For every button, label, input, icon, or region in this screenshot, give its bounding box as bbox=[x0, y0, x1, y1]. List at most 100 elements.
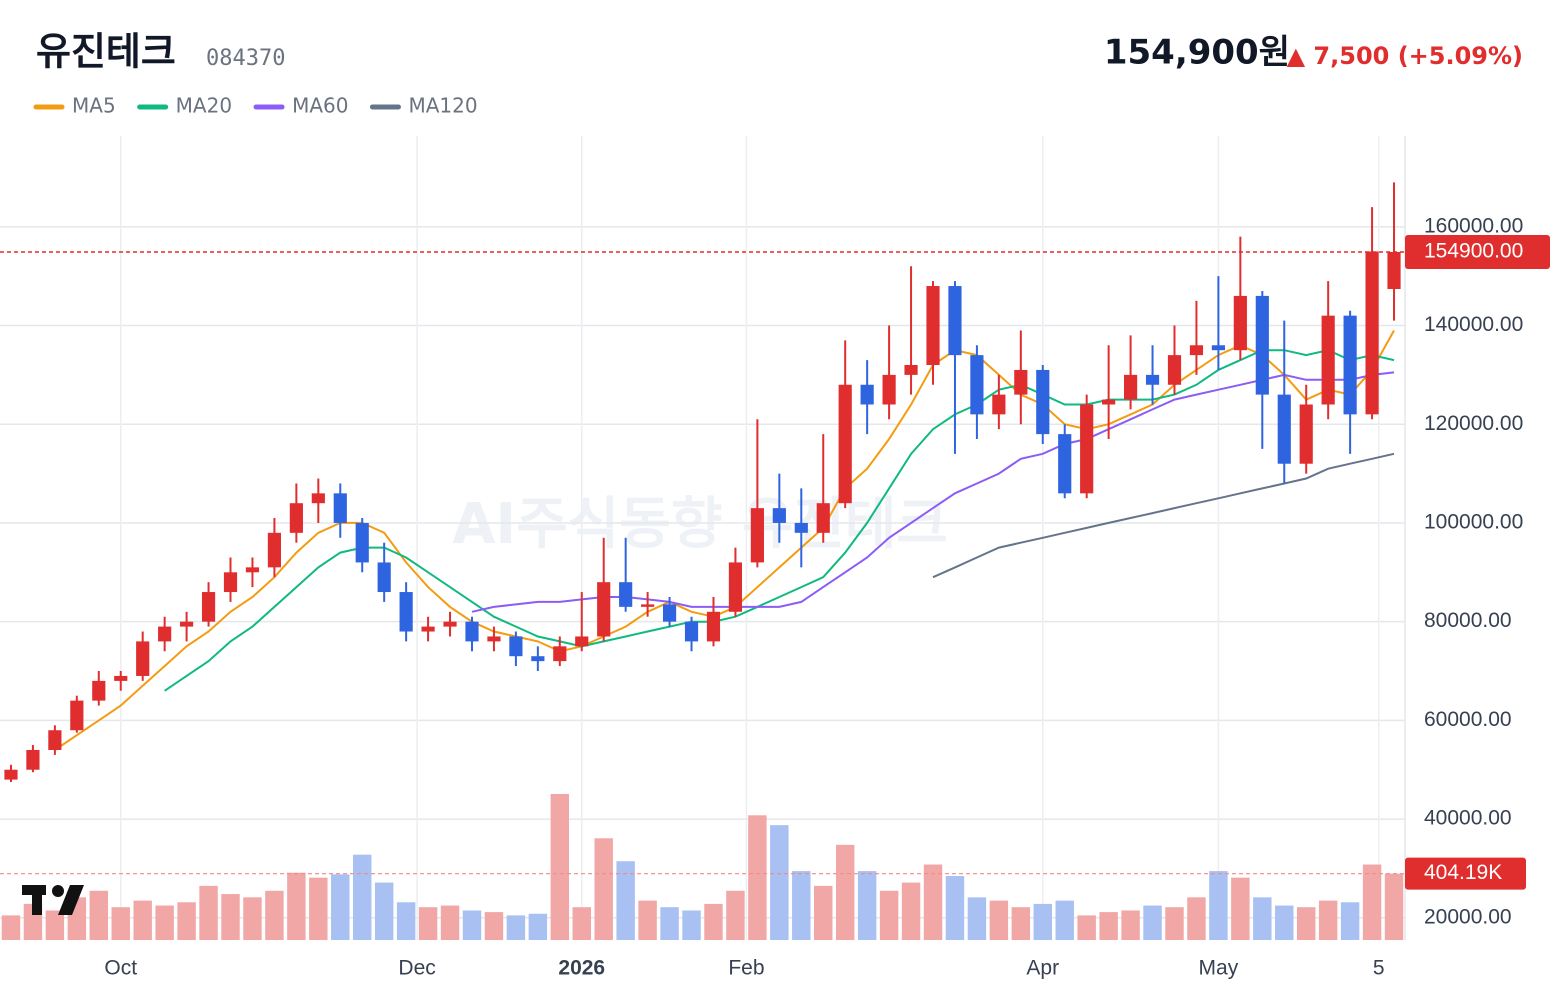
candle-body bbox=[553, 646, 567, 662]
volume-bar bbox=[967, 897, 987, 940]
volume-bar bbox=[155, 905, 174, 940]
price: 154,900원 bbox=[1104, 33, 1290, 73]
candle-body bbox=[750, 508, 764, 563]
candle-body bbox=[487, 636, 501, 642]
candle-body bbox=[948, 286, 962, 356]
volume-bar bbox=[704, 903, 723, 940]
x-tick-label: May bbox=[1199, 957, 1239, 980]
candle-body bbox=[904, 365, 918, 375]
candle-body bbox=[926, 286, 940, 366]
volume-bar bbox=[660, 907, 679, 940]
volume-bar bbox=[199, 885, 218, 940]
volume-bar bbox=[550, 793, 570, 940]
volume-bar bbox=[1077, 915, 1096, 940]
x-tick-label: 2026 bbox=[558, 957, 605, 980]
candle-body bbox=[1189, 345, 1204, 356]
candle-body bbox=[1255, 295, 1269, 395]
stock-name: 유진테크 bbox=[36, 30, 176, 74]
volume-bar bbox=[1011, 907, 1031, 940]
volume-bar bbox=[45, 910, 65, 940]
volume-bar bbox=[1296, 907, 1316, 940]
candle-body bbox=[772, 508, 786, 523]
candle-body bbox=[180, 621, 194, 627]
last-price-box bbox=[1405, 234, 1550, 269]
volume-bar bbox=[89, 890, 109, 940]
candle-body bbox=[289, 503, 303, 533]
volume-bar bbox=[1209, 871, 1228, 940]
candle-body bbox=[245, 567, 260, 573]
volume-bar bbox=[616, 861, 635, 940]
volume-bar bbox=[835, 844, 855, 940]
volume-bar bbox=[265, 890, 284, 940]
volume-bar bbox=[506, 915, 526, 940]
candle-body bbox=[684, 621, 699, 642]
ma-line bbox=[932, 452, 1395, 579]
candle-body bbox=[1277, 394, 1291, 464]
volume-bar bbox=[1318, 900, 1338, 940]
candle-body bbox=[399, 592, 413, 632]
volume-bar bbox=[462, 910, 482, 940]
legend-label: MA5 bbox=[72, 94, 116, 118]
volume-bar bbox=[1253, 897, 1272, 940]
x-tick-label: Apr bbox=[1026, 957, 1059, 980]
y-tick-label: 140000.00 bbox=[1424, 313, 1523, 336]
y-tick-label: 100000.00 bbox=[1424, 510, 1523, 533]
volume-bar bbox=[243, 897, 262, 940]
volume-bar bbox=[792, 871, 811, 940]
volume-bar bbox=[111, 907, 130, 940]
candle-body bbox=[48, 730, 62, 750]
volume-bar bbox=[1121, 910, 1140, 940]
legend-label: MA60 bbox=[292, 94, 348, 118]
candle-body bbox=[26, 749, 40, 770]
candle-body bbox=[223, 572, 238, 593]
y-tick-label: 80000.00 bbox=[1424, 609, 1512, 632]
volume-bar bbox=[682, 910, 701, 940]
volume-bar bbox=[1165, 907, 1184, 940]
candle-body bbox=[794, 522, 808, 533]
y-tick-label: 40000.00 bbox=[1424, 807, 1512, 830]
legend-label: MA20 bbox=[176, 94, 232, 118]
candle-body bbox=[1124, 374, 1138, 400]
candle-body bbox=[509, 636, 523, 657]
candle-body bbox=[1014, 369, 1028, 395]
volume-bar bbox=[1, 915, 21, 940]
candle-body bbox=[1211, 345, 1225, 351]
volume-bar bbox=[814, 885, 833, 940]
volume-bar bbox=[923, 864, 943, 940]
candle-body bbox=[92, 680, 106, 701]
candle-body bbox=[421, 626, 435, 632]
candle-body bbox=[1036, 369, 1050, 435]
volume-bar bbox=[484, 912, 504, 940]
volume-bar bbox=[1187, 897, 1206, 940]
ma-line bbox=[164, 349, 1395, 692]
last-volume-label: 404.19K bbox=[1424, 861, 1502, 884]
candle-body bbox=[1387, 251, 1401, 290]
volume-bar bbox=[418, 907, 438, 940]
candle-body bbox=[992, 394, 1006, 415]
candle-body bbox=[1365, 251, 1379, 415]
candle-body bbox=[1233, 295, 1247, 351]
volume-bar bbox=[857, 871, 877, 940]
y-tick-label: 20000.00 bbox=[1424, 905, 1512, 928]
candle-body bbox=[4, 769, 18, 780]
volume-bar bbox=[1340, 902, 1360, 940]
candle-body bbox=[838, 384, 852, 504]
volume-bar bbox=[396, 902, 416, 940]
volume-bar bbox=[309, 877, 328, 940]
candle-body bbox=[597, 582, 611, 637]
candle-body bbox=[377, 562, 391, 593]
candle-body bbox=[355, 522, 369, 563]
candle-body bbox=[443, 621, 457, 627]
y-tick-label: 60000.00 bbox=[1424, 708, 1512, 731]
volume-bar bbox=[901, 882, 921, 940]
volume-bar bbox=[440, 905, 460, 940]
x-tick-label: 5 bbox=[1373, 957, 1385, 980]
candle-body bbox=[1058, 434, 1072, 494]
plot: 20000.00 40000.00 60000.00 80000.00 100000.0… bbox=[0, 136, 1550, 980]
volume-bar bbox=[331, 874, 350, 940]
volume-bar bbox=[879, 890, 899, 940]
legend: MA5 MA20 MA60 MA120 bbox=[33, 94, 478, 118]
x-tick-label: Feb bbox=[728, 957, 764, 980]
last-price-label: 154900.00 bbox=[1424, 240, 1523, 263]
